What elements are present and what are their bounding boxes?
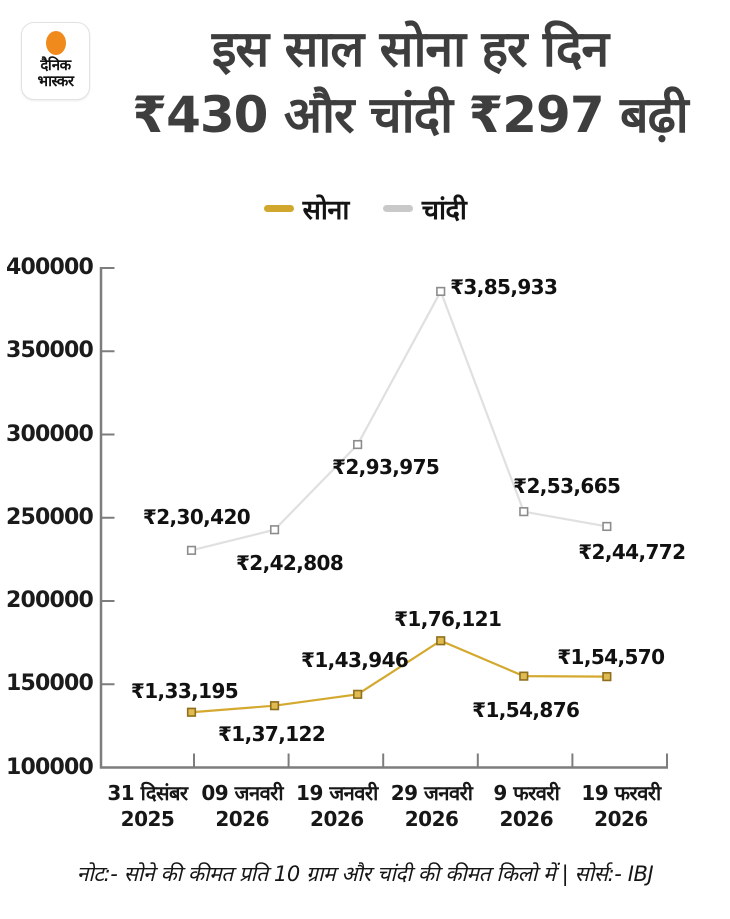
footnote: नोट:- सोने की कीमत प्रति 10 ग्राम और चां… [76,862,654,886]
dainik-bhaskar-logo: दैनिक भास्कर [21,22,90,100]
silver-point-marker [353,439,363,450]
y-axis-label: 200000 [5,588,94,613]
gold-point-marker [353,689,363,699]
silver-data-label: ₹2,93,975 [332,454,440,479]
x-axis-label-year: 2026 [404,807,459,831]
x-axis-label-year: 2026 [215,807,270,831]
legend-item-silver: चांदी [382,190,467,227]
x-axis-label: 19 जनवरी 2026 [296,780,378,832]
x-axis-label-year: 2026 [594,807,648,831]
y-axis-label: 150000 [5,671,94,697]
y-axis-label: 100000 [5,754,94,780]
logo-text-line2: भास्कर [37,72,74,90]
x-axis-label-year: 2026 [499,807,554,831]
gold-point-marker [436,636,446,646]
y-axis-label: 250000 [5,504,94,530]
silver-legend-dash-icon [382,205,413,212]
gold-data-label: ₹1,37,122 [217,721,326,746]
silver-point-marker [519,507,529,517]
y-axis-label: 350000 [5,338,94,364]
gold-point-marker [186,707,197,717]
logo-text: दैनिक भास्कर [38,57,74,89]
legend-label-silver: चांदी [421,195,467,226]
silver-data-label: ₹2,53,665 [513,473,621,498]
x-axis-label-date: 31 दिसंबर [107,781,188,805]
legend-label-gold: सोना [302,195,350,226]
gold-point-marker [602,672,612,682]
x-axis-label: 9 फरवरी 2026 [493,780,559,832]
gold-data-label: ₹1,76,121 [394,606,502,631]
x-axis-label-date: 19 जनवरी [296,781,378,805]
x-axis-label: 09 जनवरी 2026 [201,780,283,832]
gold-point-marker [519,671,529,681]
gold-legend-dash-icon [263,205,294,212]
silver-point-marker [436,286,446,297]
x-axis-label-date: 09 जनवरी [201,781,284,805]
silver-point-marker [269,525,280,535]
y-axis-label: 400000 [5,255,94,280]
y-axis-label: 300000 [5,421,94,447]
page-title: इस साल सोना हर दिन ₹430 और चांदी ₹297 बढ… [100,16,720,148]
silver-point-marker [186,545,197,555]
x-axis-label: 19 फरवरी 2026 [581,780,661,832]
x-axis-label-year: 2025 [120,807,175,831]
legend-item-gold: सोना [263,190,350,227]
gold-data-label: ₹1,33,195 [130,679,239,704]
silver-point-marker [602,521,612,532]
x-axis-label-date: 9 फरवरी [493,781,560,805]
silver-data-label: ₹3,85,933 [450,275,558,300]
silver-line [191,288,608,552]
logo-text-line1: दैनिक [40,56,71,74]
x-axis-label: 31 दिसंबर 2025 [107,780,188,832]
x-axis-label-year: 2026 [310,807,364,831]
title-line2: ₹430 और चांदी ₹297 बढ़ी [132,86,688,144]
silver-data-label: ₹2,44,772 [578,540,686,565]
title-line1: इस साल सोना हर दिन [211,20,609,78]
x-axis-label-date: 29 जनवरी [390,781,473,805]
gold-data-label: ₹1,54,570 [557,644,665,669]
silver-data-label: ₹2,42,808 [235,550,344,575]
gold-data-label: ₹1,43,946 [301,648,409,673]
gold-line [191,639,607,714]
chart-legend: सोना चांदी [0,190,730,227]
x-axis-label: 29 जनवरी 2026 [391,780,473,832]
silver-data-label: ₹2,30,420 [142,505,251,530]
gold-point-marker [269,701,280,711]
x-axis-label-date: 19 फरवरी [581,781,661,805]
gold-data-label: ₹1,54,876 [472,698,580,723]
sun-icon [45,31,66,55]
